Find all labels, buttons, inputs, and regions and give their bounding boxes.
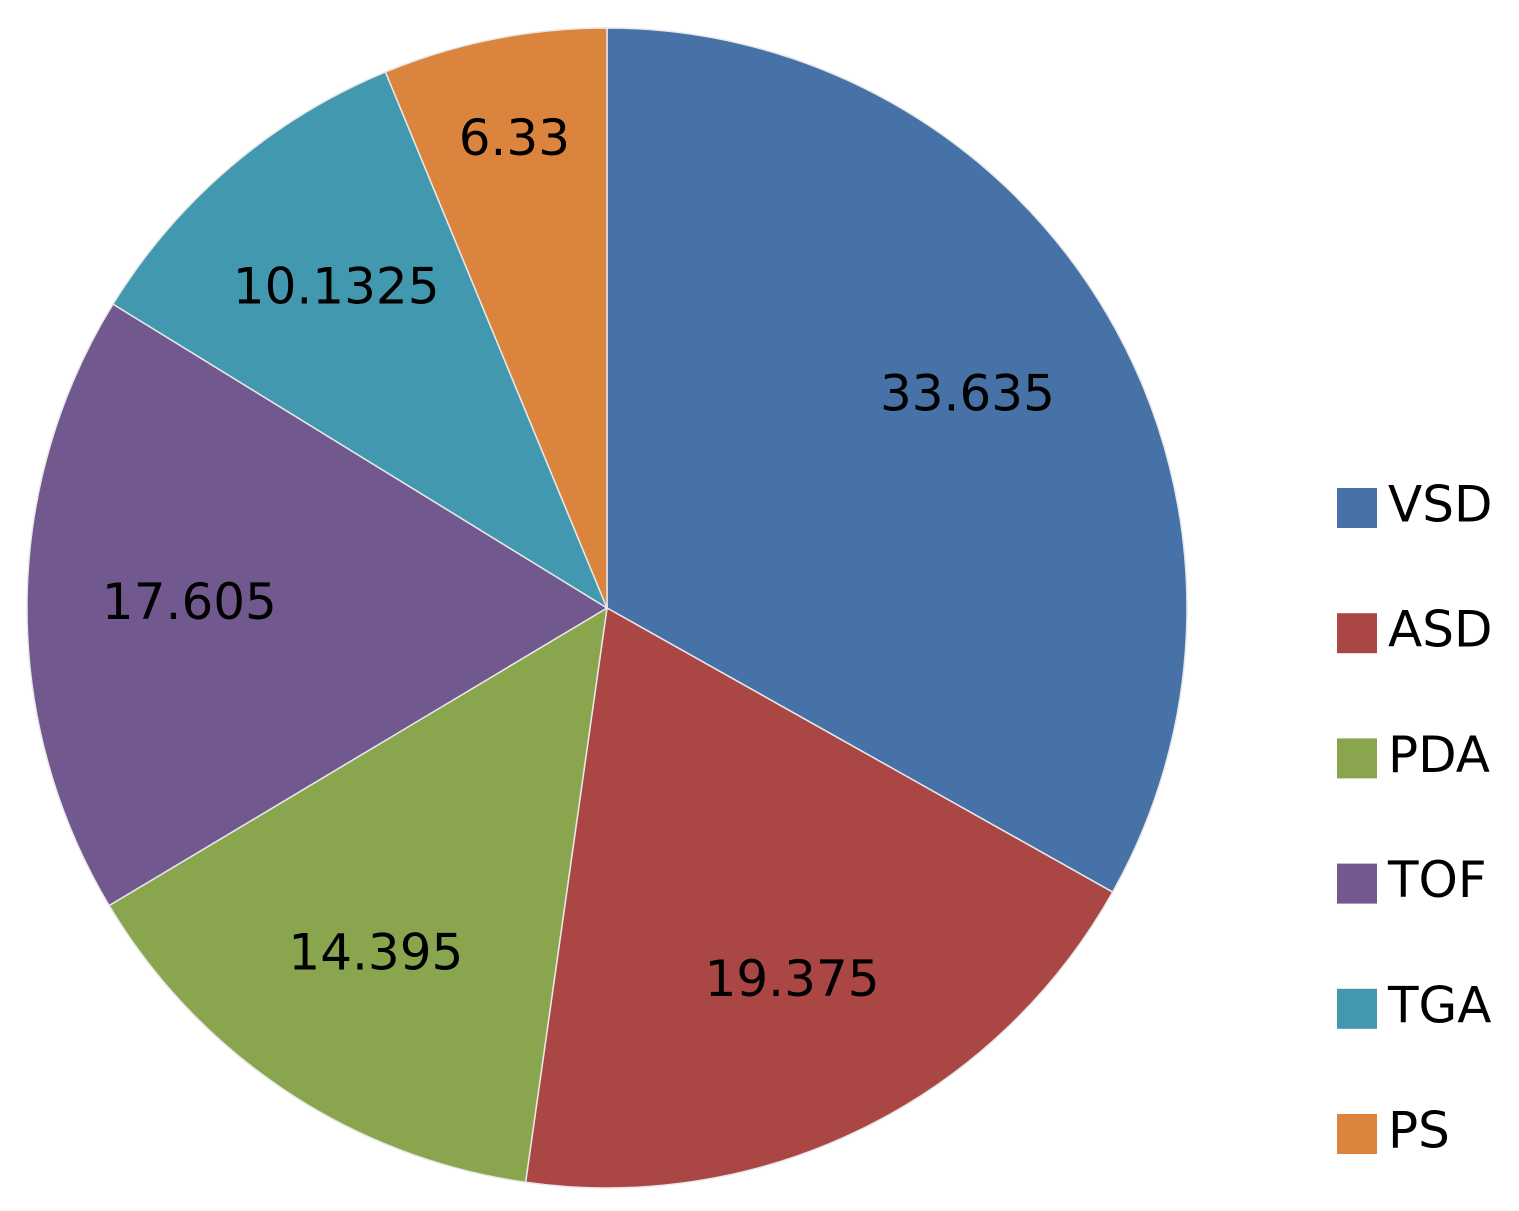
legend-swatch — [1337, 1114, 1377, 1154]
legend-label: PS — [1388, 1102, 1450, 1160]
data-label: 10.1325 — [233, 258, 440, 316]
pie-slice — [111, 71, 609, 610]
legend-label: ASD — [1388, 601, 1492, 659]
data-label: 14.395 — [288, 923, 463, 981]
legend-swatch — [1337, 488, 1377, 528]
data-label: 33.635 — [880, 365, 1055, 423]
pie-slice — [108, 606, 608, 1184]
pie-slice — [384, 27, 608, 609]
legend-label: VSD — [1388, 476, 1492, 534]
pie-slice — [606, 27, 1188, 894]
legend-swatch — [1337, 988, 1377, 1029]
data-label: 19.375 — [705, 950, 880, 1008]
legend-swatch — [1337, 863, 1377, 904]
legend-label: PDA — [1388, 726, 1490, 784]
data-label: 6.33 — [459, 109, 570, 167]
legend-label: TGA — [1387, 976, 1492, 1034]
pie-slice — [524, 606, 1114, 1189]
legend-swatch — [1337, 613, 1377, 654]
legend-label: TOF — [1387, 851, 1487, 909]
legend-swatch — [1337, 738, 1377, 779]
pie-slice — [26, 303, 609, 907]
data-label: 17.605 — [102, 573, 277, 631]
